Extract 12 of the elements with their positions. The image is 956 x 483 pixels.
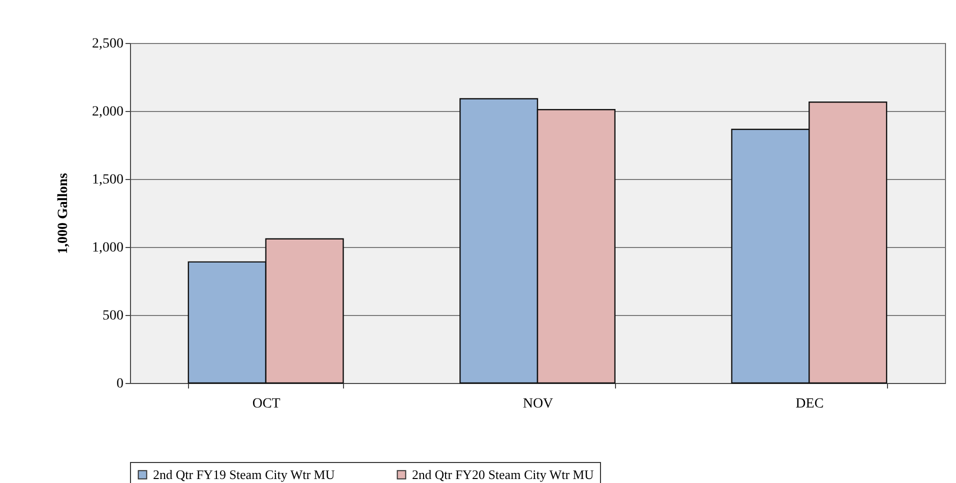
legend-label: 2nd Qtr FY19 Steam City Wtr MU: [153, 466, 336, 482]
x-tick-label: OCT: [252, 396, 281, 412]
x-tick-label: NOV: [522, 396, 554, 412]
y-tick-label: 500: [102, 308, 124, 324]
y-axis-title: 1,000 Gallons: [56, 172, 71, 254]
y-tick-label: 1,500: [92, 172, 124, 188]
legend-label: 2nd Qtr FY20 Steam City Wtr MU: [412, 466, 594, 482]
y-tick-label: 2,500: [92, 36, 124, 52]
y-tick-label: 2,000: [92, 104, 124, 120]
y-tick-label: 1,000: [92, 240, 124, 256]
x-tick-label: DEC: [796, 396, 824, 412]
y-tick-label: 0: [116, 376, 124, 392]
